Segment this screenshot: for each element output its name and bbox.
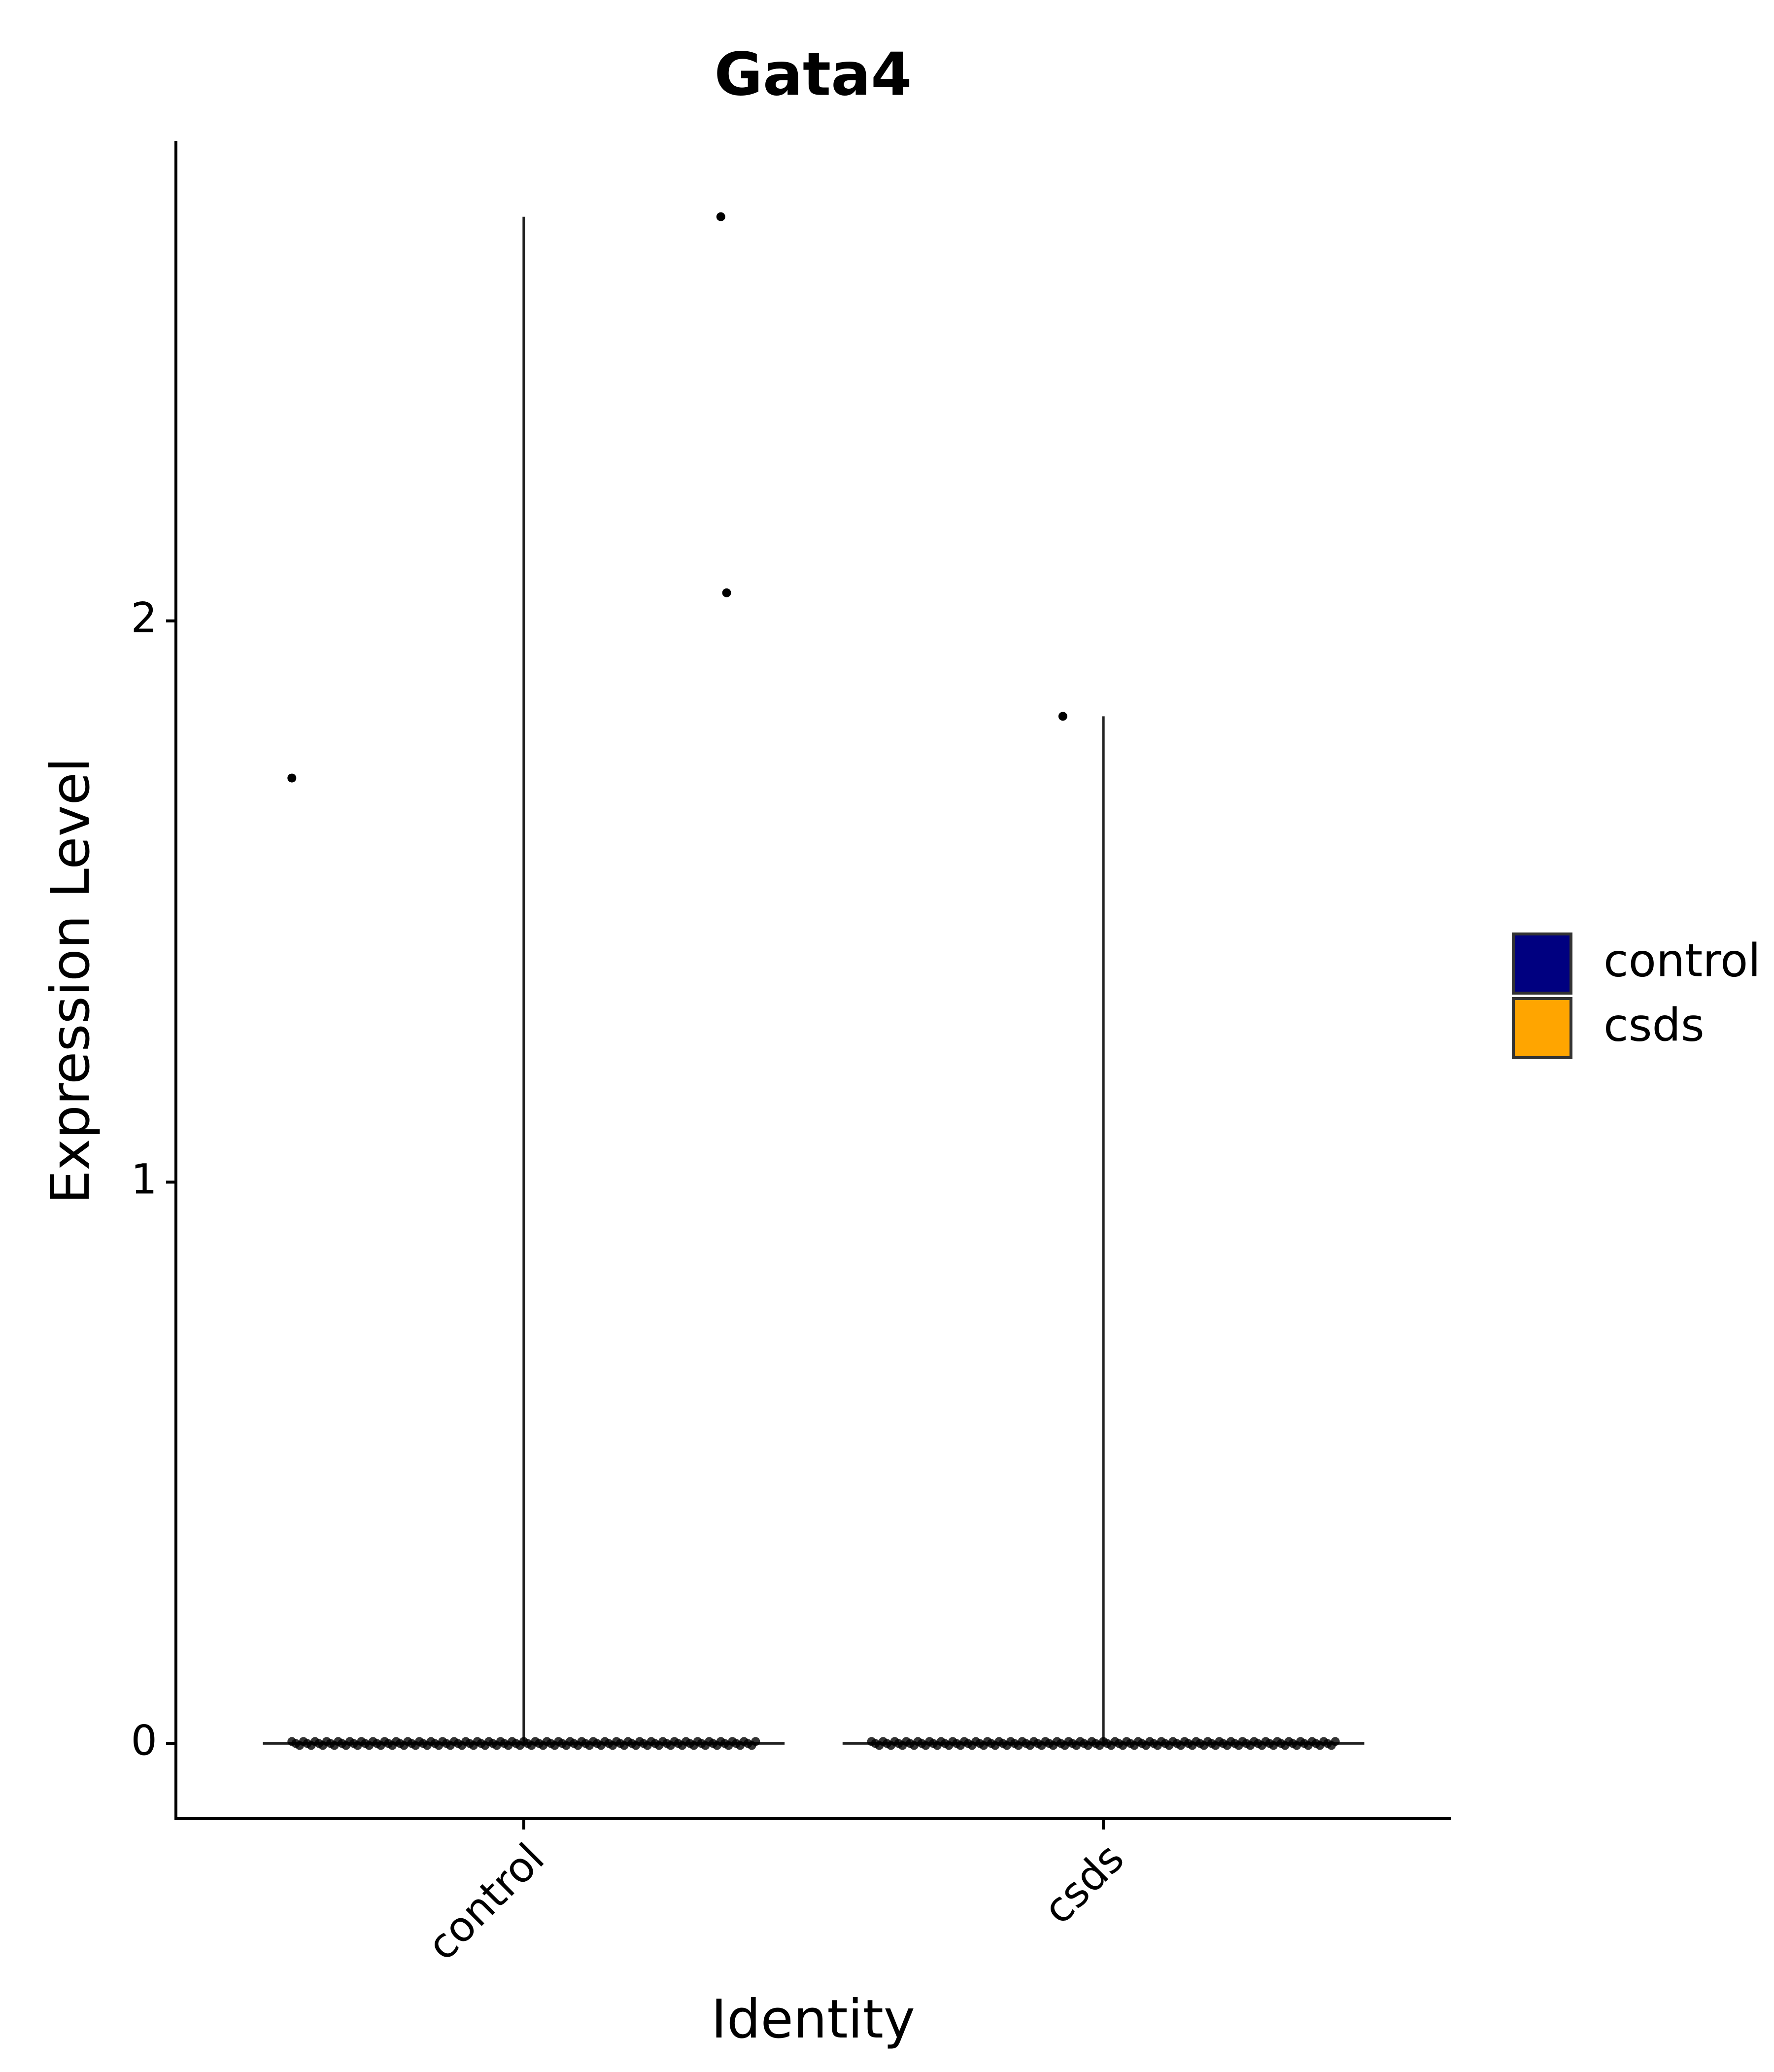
y-tick-label: 2 [131,594,157,642]
legend-label: control [1603,934,1761,987]
legend-key [1512,932,1572,995]
x-tick-label: csds [1034,1834,1133,1934]
zero-point [1330,1737,1340,1746]
chart-title: Gata4 [714,41,912,109]
y-tick-label: 1 [131,1155,157,1203]
x-axis-title: Identity [711,1989,915,2050]
data-point [722,588,731,597]
y-tick-label: 0 [131,1716,157,1764]
data-point [287,773,297,783]
legend-key [1512,997,1572,1059]
data-point [716,212,725,221]
legend-label: csds [1603,999,1705,1051]
x-tick-label: control [418,1834,553,1969]
zero-point [751,1737,760,1746]
y-axis-title: Expression Level [40,758,102,1204]
data-point [1058,712,1067,721]
